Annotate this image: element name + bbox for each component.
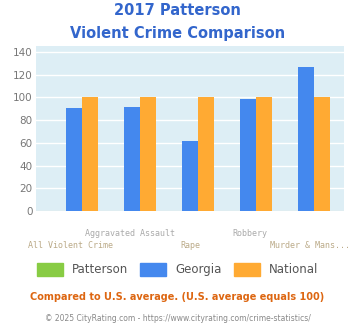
Bar	[298, 67, 314, 211]
Text: Violent Crime Comparison: Violent Crime Comparison	[70, 26, 285, 41]
Text: Compared to U.S. average. (U.S. average equals 100): Compared to U.S. average. (U.S. average …	[31, 292, 324, 302]
Text: © 2025 CityRating.com - https://www.cityrating.com/crime-statistics/: © 2025 CityRating.com - https://www.city…	[45, 314, 310, 323]
Bar	[124, 107, 140, 211]
Bar	[256, 97, 272, 211]
Bar	[198, 97, 214, 211]
Text: Rape: Rape	[180, 241, 200, 250]
Text: Aggravated Assault: Aggravated Assault	[85, 229, 175, 238]
Bar	[140, 97, 156, 211]
Legend: Patterson, Georgia, National: Patterson, Georgia, National	[32, 258, 323, 281]
Bar	[240, 99, 256, 211]
Text: Murder & Mans...: Murder & Mans...	[270, 241, 350, 250]
Bar	[66, 108, 82, 211]
Text: 2017 Patterson: 2017 Patterson	[114, 3, 241, 18]
Bar	[82, 97, 98, 211]
Bar	[314, 97, 330, 211]
Text: Robbery: Robbery	[232, 229, 267, 238]
Bar	[182, 141, 198, 211]
Text: All Violent Crime: All Violent Crime	[28, 241, 113, 250]
